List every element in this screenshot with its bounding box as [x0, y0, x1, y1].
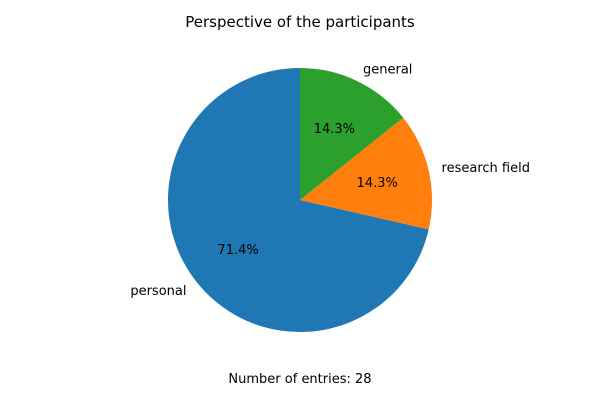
percent-label: 14.3% [357, 176, 398, 191]
entries-caption: Number of entries: 28 [228, 372, 371, 387]
pie-slice-general [300, 68, 404, 200]
category-label: personal [130, 284, 186, 299]
percent-label: 14.3% [314, 122, 355, 137]
percent-label: 71.4% [217, 243, 258, 258]
pie-slices [167, 68, 432, 332]
pie-slice-personal [167, 68, 429, 332]
category-label: general [363, 63, 412, 78]
category-label: research field [442, 161, 530, 176]
chart-title: Perspective of the participants [185, 13, 415, 31]
pie-slice-research-field [300, 117, 432, 230]
pie-labels: personal 71.4% research field 14.3% general 1… [130, 63, 530, 299]
